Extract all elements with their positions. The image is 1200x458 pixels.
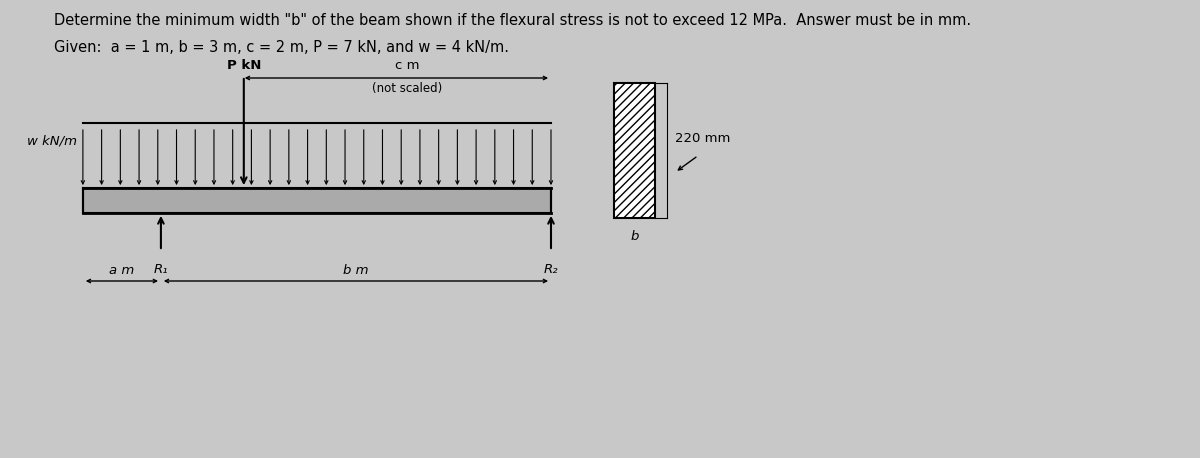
Text: Determine the minimum width "b" of the beam shown if the flexural stress is not : Determine the minimum width "b" of the b…	[54, 13, 971, 28]
Text: P kN: P kN	[227, 59, 260, 72]
Text: (not scaled): (not scaled)	[372, 82, 443, 95]
Bar	[614, 83, 655, 218]
Text: w kN/m: w kN/m	[28, 135, 77, 147]
Bar	[83, 188, 551, 213]
Text: c m: c m	[395, 59, 419, 72]
Text: Given:  a = 1 m, b = 3 m, c = 2 m, P = 7 kN, and w = 4 kN/m.: Given: a = 1 m, b = 3 m, c = 2 m, P = 7 …	[54, 40, 509, 55]
Text: R₁: R₁	[154, 263, 168, 276]
Text: 220 mm: 220 mm	[674, 132, 731, 145]
Text: b: b	[631, 230, 640, 243]
Text: b m: b m	[343, 264, 368, 277]
Text: a m: a m	[109, 264, 134, 277]
Text: R₂: R₂	[544, 263, 558, 276]
